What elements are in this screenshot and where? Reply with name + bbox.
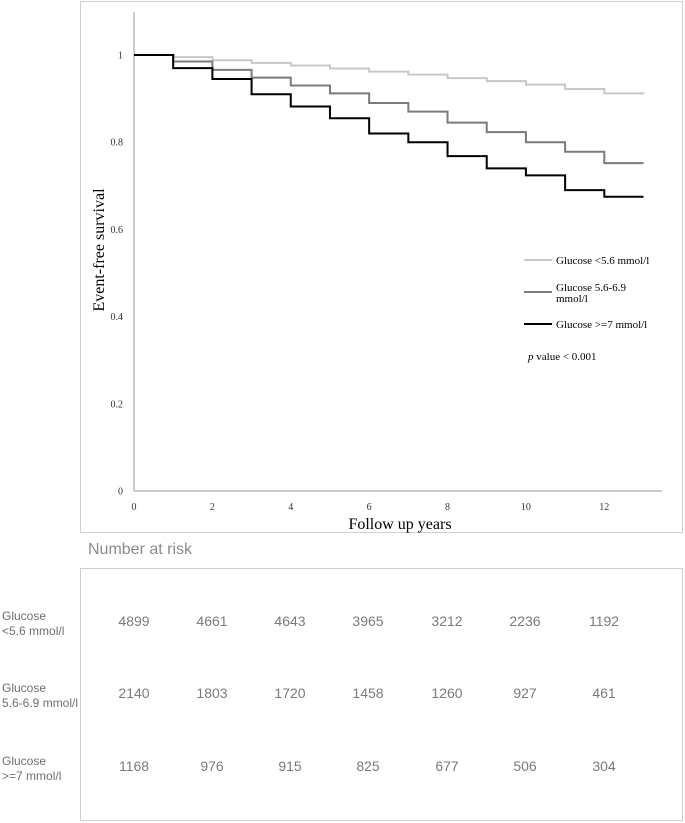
x-tick-label: 4 bbox=[288, 502, 293, 513]
legend-label-2: Glucose 5.6-6.9 mmol/l bbox=[556, 282, 626, 305]
risk-count: 1803 bbox=[196, 685, 228, 701]
y-tick-label: 1 bbox=[118, 51, 123, 62]
survival-curves bbox=[134, 54, 645, 198]
risk-count: 4899 bbox=[118, 613, 150, 629]
x-tick-label: 2 bbox=[210, 502, 215, 513]
risk-count: 3965 bbox=[352, 613, 384, 629]
x-axis-label: Follow up years bbox=[348, 516, 451, 533]
risk-count: 1192 bbox=[588, 613, 620, 629]
risk-count: 4643 bbox=[274, 613, 306, 629]
legend-label-3: Glucose >=7 mmol/l bbox=[556, 319, 647, 331]
risk-count: 3212 bbox=[431, 613, 463, 629]
risk-row-label-3: Glucose >=7 mmol/l bbox=[2, 754, 62, 783]
x-tick-label: 8 bbox=[445, 502, 450, 513]
y-tick-label: 0.2 bbox=[111, 399, 124, 410]
risk-count: 1720 bbox=[274, 685, 306, 701]
risk-count: 1260 bbox=[431, 685, 463, 701]
p-value-text: value < 0.001 bbox=[534, 351, 597, 363]
x-tick-label: 0 bbox=[132, 502, 137, 513]
risk-count: 2140 bbox=[118, 685, 150, 701]
p-symbol: p bbox=[527, 351, 534, 363]
p-value-annotation: p value < 0.001 bbox=[527, 351, 597, 363]
risk-count: 976 bbox=[200, 758, 224, 774]
risk-count: 506 bbox=[513, 758, 537, 774]
risk-count: 461 bbox=[592, 685, 616, 701]
risk-count: 1168 bbox=[118, 758, 150, 774]
y-tick-label: 0.6 bbox=[111, 225, 124, 236]
risk-table-title: Number at risk bbox=[88, 541, 193, 558]
risk-count: 1458 bbox=[352, 685, 384, 701]
y-tick-label: 0 bbox=[118, 487, 123, 498]
risk-row-label-2: Glucose 5.6-6.9 mmol/l bbox=[2, 681, 79, 710]
legend: Glucose <5.6 mmol/l Glucose 5.6-6.9 mmol/l… bbox=[524, 255, 649, 331]
series-line-3 bbox=[134, 54, 644, 198]
risk-row-label-1: Glucose <5.6 mmol/l bbox=[2, 609, 65, 638]
y-tick-label: 0.4 bbox=[111, 312, 124, 323]
chart-frame bbox=[80, 1, 683, 533]
y-tick-label: 0.8 bbox=[111, 138, 124, 149]
risk-count: 825 bbox=[356, 758, 380, 774]
risk-count: 927 bbox=[513, 685, 537, 701]
risk-count: 915 bbox=[278, 758, 302, 774]
legend-label-1: Glucose <5.6 mmol/l bbox=[556, 255, 649, 267]
series-line-2 bbox=[134, 54, 644, 165]
risk-count: 2236 bbox=[509, 613, 541, 629]
axes: 0 2 4 6 8 10 12 0 0.2 0.4 0.6 0.8 1 bbox=[111, 12, 662, 513]
risk-table-frame bbox=[80, 568, 683, 821]
risk-count: 4661 bbox=[196, 613, 228, 629]
km-plot: 0 2 4 6 8 10 12 0 0.2 0.4 0.6 0.8 1 Glucose <5.6 mmo… bbox=[91, 12, 662, 533]
y-axis-label: Event-free survival bbox=[91, 188, 108, 312]
risk-count: 304 bbox=[592, 758, 616, 774]
x-tick-label: 10 bbox=[521, 502, 531, 513]
x-tick-label: 6 bbox=[367, 502, 372, 513]
series-line-1 bbox=[134, 54, 645, 95]
x-tick-label: 12 bbox=[599, 502, 609, 513]
risk-count: 677 bbox=[435, 758, 459, 774]
